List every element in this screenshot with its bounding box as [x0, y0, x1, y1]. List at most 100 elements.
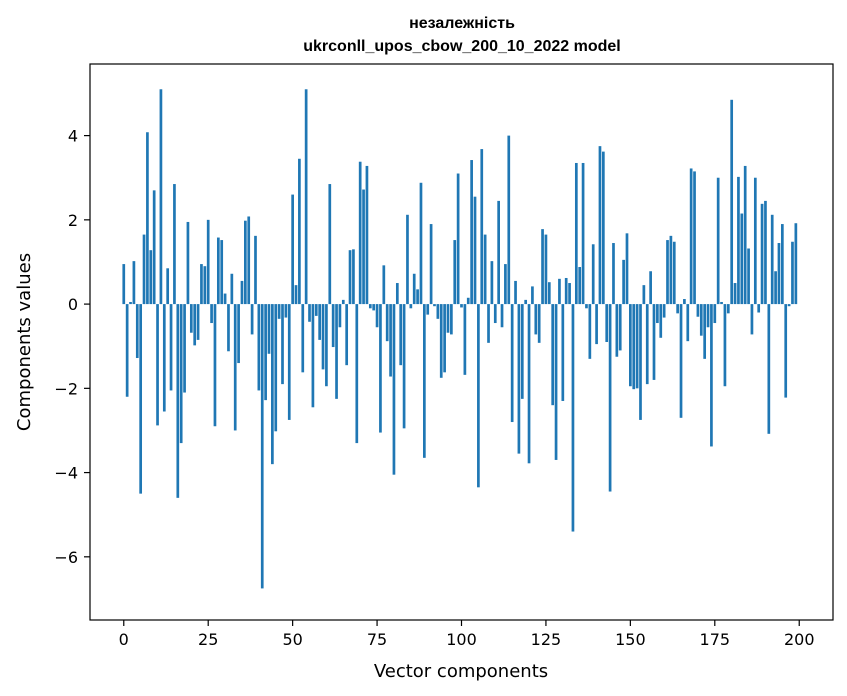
- bar: [743, 165, 747, 305]
- bar: [436, 304, 440, 319]
- bar: [764, 200, 767, 305]
- bar: [379, 304, 382, 433]
- bar: [257, 304, 261, 391]
- bar: [233, 304, 237, 431]
- bar: [149, 250, 153, 305]
- bar: [608, 304, 612, 492]
- bar: [666, 240, 669, 305]
- bar: [683, 299, 686, 305]
- bar: [419, 182, 423, 305]
- bar: [392, 304, 396, 475]
- bar: [254, 235, 257, 305]
- bar: [210, 304, 213, 324]
- bar: [122, 264, 126, 305]
- bar: [706, 304, 710, 328]
- bar: [264, 304, 267, 401]
- x-tick-label: 175: [700, 630, 731, 649]
- bar: [291, 194, 294, 305]
- bar: [480, 149, 484, 305]
- y-tick-label: 2: [68, 211, 78, 230]
- x-axis-ticks: 0 25 50 75 100 125 150 175 200: [119, 620, 815, 649]
- bar: [328, 184, 332, 305]
- bar: [152, 190, 156, 305]
- bar: [173, 184, 176, 305]
- bar: [514, 280, 517, 305]
- bar: [693, 171, 696, 305]
- bar: [601, 151, 605, 305]
- bar: [625, 233, 629, 305]
- bar: [429, 224, 433, 305]
- bar: [368, 304, 372, 309]
- bar: [223, 293, 227, 305]
- bar: [237, 304, 240, 364]
- x-tick-label: 150: [615, 630, 646, 649]
- bar: [311, 304, 315, 408]
- bar: [321, 304, 325, 370]
- bar: [301, 304, 305, 373]
- bar: [713, 304, 717, 324]
- bar: [227, 304, 230, 352]
- bar: [753, 177, 757, 305]
- bar: [260, 304, 264, 589]
- bar: [433, 304, 436, 307]
- bar: [277, 304, 281, 319]
- bar: [352, 249, 355, 305]
- bar: [652, 304, 656, 380]
- bar: [125, 304, 129, 397]
- bar: [591, 244, 595, 305]
- bar: [568, 283, 571, 305]
- bar: [294, 285, 298, 305]
- bar: [760, 203, 764, 305]
- bar: [335, 304, 338, 399]
- bar: [716, 177, 720, 305]
- bar: [618, 304, 622, 351]
- bar: [193, 304, 197, 346]
- bar: [463, 304, 467, 375]
- bar: [794, 223, 798, 305]
- bar: [355, 304, 359, 444]
- bar: [737, 176, 740, 305]
- bar: [382, 265, 386, 305]
- bar: [564, 277, 568, 305]
- bar: [189, 304, 193, 333]
- bar: [689, 168, 693, 305]
- bar: [645, 304, 649, 385]
- bar: [456, 173, 460, 305]
- bar: [159, 89, 163, 305]
- bar: [389, 304, 392, 377]
- y-axis-label: Components values: [14, 253, 35, 431]
- bar: [176, 304, 180, 498]
- bar: [615, 304, 619, 357]
- bar: [504, 264, 507, 305]
- bar: [284, 304, 288, 318]
- bar: [196, 304, 200, 340]
- bar: [612, 243, 615, 305]
- x-tick-label: 125: [531, 630, 562, 649]
- bar: [298, 158, 301, 305]
- bar: [588, 304, 592, 359]
- y-tick-label: −4: [54, 464, 78, 483]
- bar: [784, 304, 788, 398]
- bar: [470, 160, 473, 305]
- bar: [672, 241, 676, 305]
- bar: [541, 229, 544, 305]
- bar: [267, 304, 271, 354]
- bar: [578, 267, 582, 305]
- bar: [372, 304, 376, 311]
- bar: [395, 283, 399, 305]
- bar: [787, 304, 791, 307]
- bar: [547, 282, 551, 305]
- bar: [230, 273, 234, 305]
- bar: [659, 304, 663, 338]
- bar: [318, 304, 321, 340]
- bar: [146, 132, 149, 305]
- bar: [466, 297, 470, 305]
- bar: [216, 237, 220, 305]
- y-axis-ticks: −6 −4 −2 0 2 4: [54, 127, 90, 567]
- bar: [770, 214, 774, 305]
- bar: [629, 304, 632, 387]
- bar: [399, 304, 403, 366]
- bar: [757, 304, 761, 313]
- bar: [402, 304, 406, 429]
